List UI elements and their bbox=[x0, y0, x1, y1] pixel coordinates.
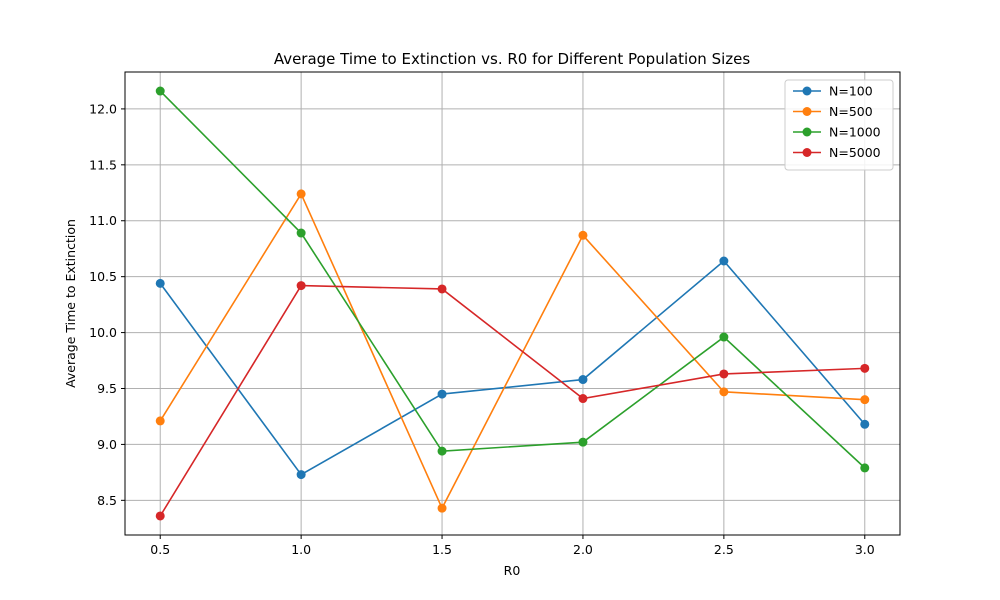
x-axis-label: R0 bbox=[504, 563, 521, 578]
legend-label: N=5000 bbox=[829, 145, 881, 160]
y-tick-label: 9.0 bbox=[97, 437, 117, 452]
data-point bbox=[296, 470, 306, 480]
legend-swatch-marker bbox=[802, 148, 812, 157]
data-point bbox=[155, 511, 165, 521]
data-point bbox=[155, 278, 165, 288]
data-point bbox=[437, 503, 447, 513]
legend-label: N=100 bbox=[829, 84, 873, 99]
legend-item: N=5000 bbox=[793, 145, 881, 160]
x-tick-label: 1.0 bbox=[291, 542, 311, 557]
legend-swatch-marker bbox=[802, 86, 812, 96]
legend-swatch-marker bbox=[802, 127, 812, 137]
series-line bbox=[159, 90, 866, 469]
data-point bbox=[860, 463, 870, 473]
y-tick-label: 12.0 bbox=[89, 101, 117, 116]
y-tick-label: 10.0 bbox=[89, 325, 117, 340]
data-point bbox=[860, 363, 870, 373]
data-point bbox=[437, 446, 447, 456]
legend-swatch-marker bbox=[802, 107, 812, 116]
series-n-100 bbox=[155, 256, 870, 480]
series-n-5000 bbox=[155, 281, 870, 521]
data-point bbox=[578, 437, 588, 447]
data-point bbox=[296, 228, 306, 238]
y-tick-label: 11.5 bbox=[89, 157, 117, 172]
data-point bbox=[719, 256, 729, 266]
y-tick-label: 9.5 bbox=[97, 381, 117, 396]
data-point bbox=[719, 387, 729, 397]
y-tick-label: 8.5 bbox=[97, 493, 117, 508]
legend-box bbox=[784, 79, 894, 171]
data-point bbox=[155, 416, 165, 426]
series-group bbox=[155, 86, 870, 521]
data-point bbox=[578, 230, 588, 240]
data-point bbox=[578, 394, 588, 404]
data-point bbox=[860, 419, 870, 429]
x-tick-label: 0.5 bbox=[150, 542, 170, 557]
axis-ticks: 0.5 1.0 1.5 2.0 2.5 3.0 8.5 9.0 9.5 10.0 10.5 11.0 1… bbox=[89, 101, 875, 557]
x-tick-label: 2.0 bbox=[573, 542, 593, 557]
y-tick-label: 11.0 bbox=[89, 213, 117, 228]
plot-area-frame bbox=[124, 71, 901, 536]
series-n-500 bbox=[155, 189, 870, 513]
legend-label: N=500 bbox=[829, 104, 873, 119]
series-line bbox=[159, 259, 866, 476]
legend-item: N=1000 bbox=[793, 125, 881, 140]
x-tick-label: 1.5 bbox=[432, 542, 452, 557]
series-line bbox=[159, 284, 865, 517]
data-point bbox=[437, 389, 447, 399]
data-point bbox=[437, 284, 447, 294]
data-point bbox=[719, 332, 729, 342]
legend-item: N=100 bbox=[793, 84, 873, 99]
series-n-1000 bbox=[155, 86, 870, 473]
legend: N=100 N=500 N=1000 N=5000 bbox=[784, 79, 894, 171]
x-tick-label: 2.5 bbox=[714, 542, 734, 557]
chart-title: Average Time to Extinction vs. R0 for Di… bbox=[274, 50, 751, 68]
y-tick-label: 10.5 bbox=[89, 269, 117, 284]
data-point bbox=[296, 189, 306, 199]
data-point bbox=[578, 375, 588, 385]
data-point bbox=[155, 86, 165, 96]
legend-label: N=1000 bbox=[829, 125, 881, 140]
legend-item: N=500 bbox=[793, 104, 873, 119]
data-point bbox=[860, 395, 870, 405]
x-tick-label: 3.0 bbox=[855, 542, 875, 557]
series-line bbox=[159, 192, 865, 511]
data-point bbox=[296, 281, 306, 291]
y-axis-label: Average Time to Extinction bbox=[63, 219, 78, 388]
grid bbox=[125, 72, 900, 535]
data-point bbox=[719, 369, 729, 379]
